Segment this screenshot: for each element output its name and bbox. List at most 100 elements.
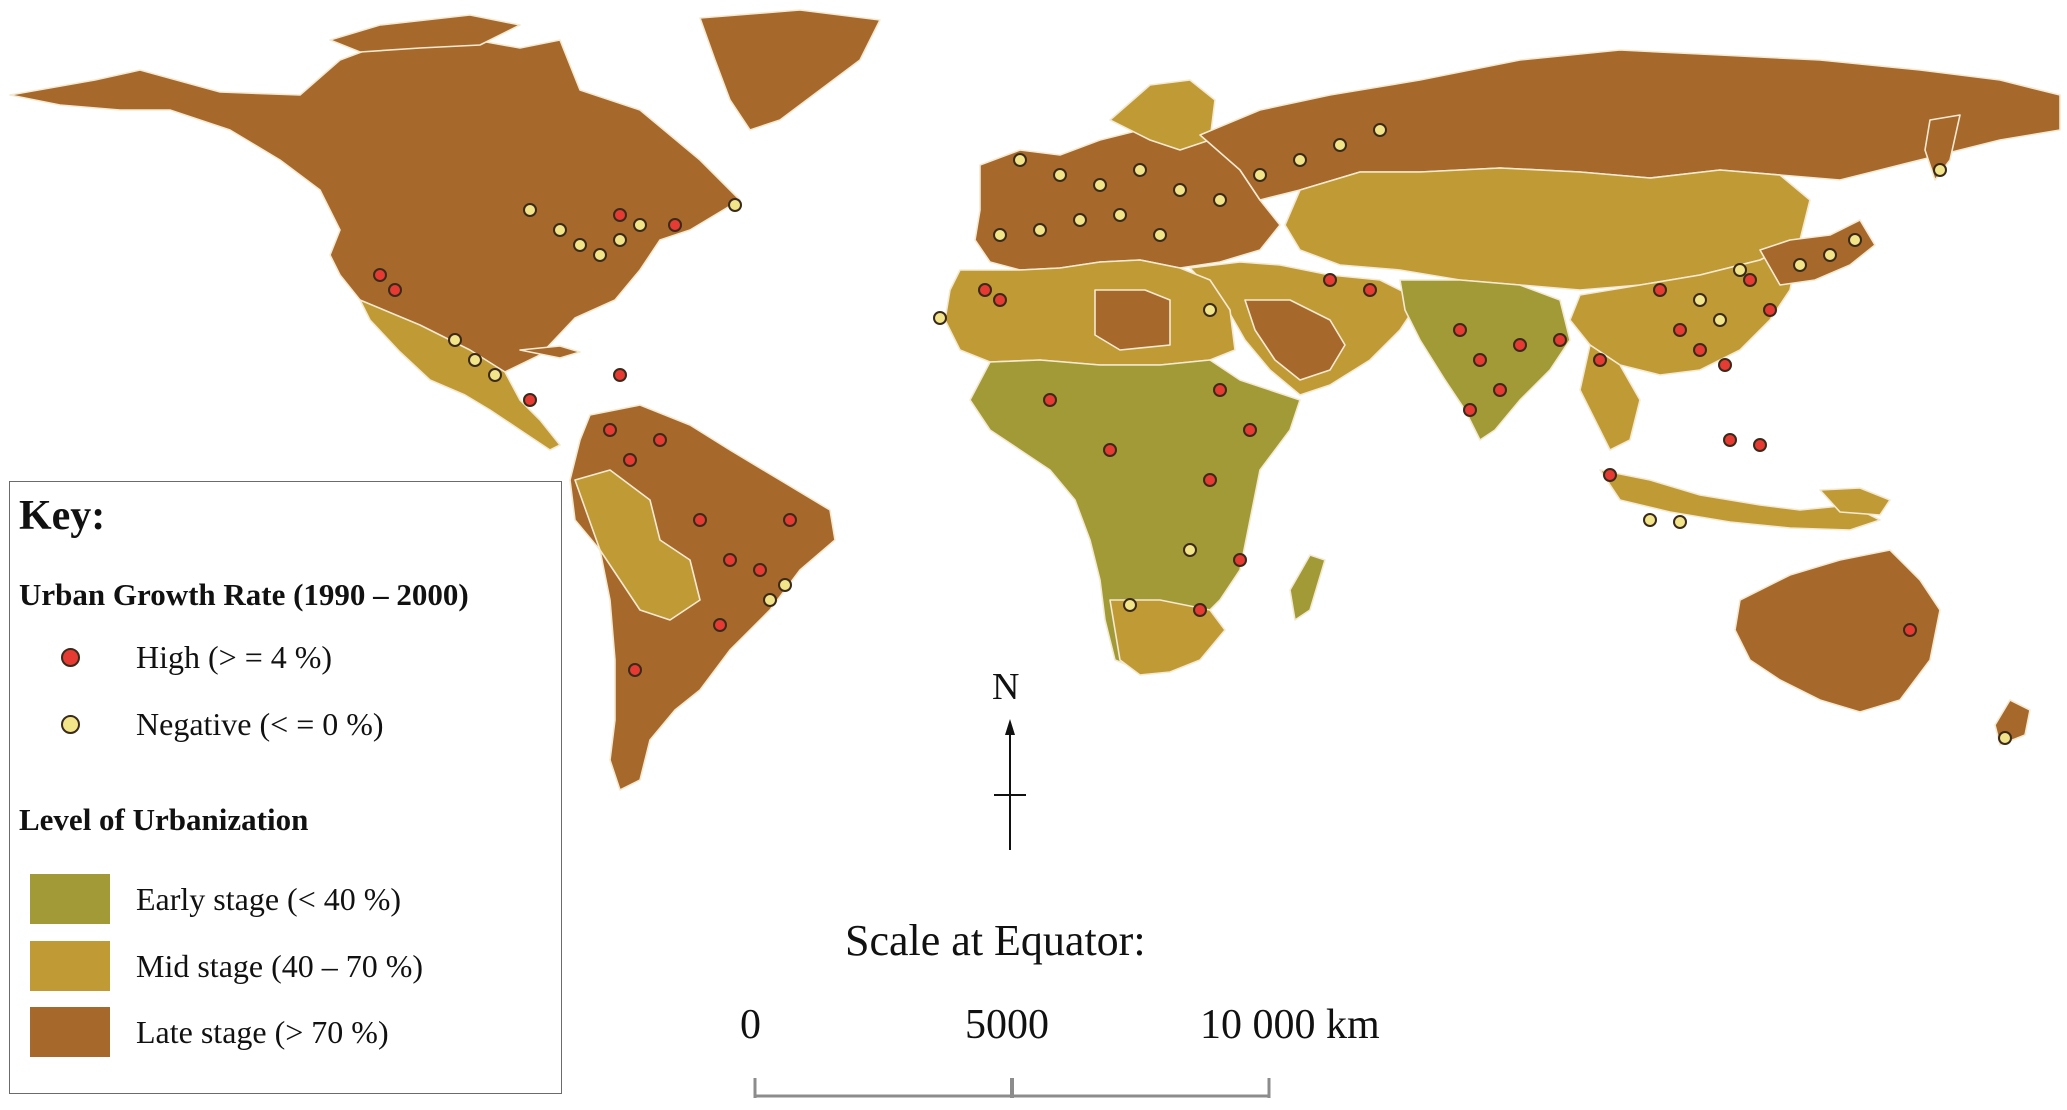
southeast-asia	[1579, 344, 1641, 451]
scale-bar: Scale at Equator: 0 5000 10 000 km	[740, 915, 1440, 1105]
legend-item-negative: Negative (< = 0 %)	[30, 699, 384, 749]
marker-high	[603, 423, 617, 437]
marker-negative	[1793, 258, 1807, 272]
marker-high	[1743, 273, 1757, 287]
marker-negative	[1113, 208, 1127, 222]
marker-negative	[1133, 163, 1147, 177]
marker-negative	[468, 353, 482, 367]
marker-negative	[553, 223, 567, 237]
marker-high	[1453, 323, 1467, 337]
marker-negative	[1293, 153, 1307, 167]
southern-africa	[1109, 599, 1226, 676]
marker-high	[1473, 353, 1487, 367]
marker-high	[373, 268, 387, 282]
marker-negative	[728, 198, 742, 212]
marker-high	[783, 513, 797, 527]
marker-negative	[1823, 248, 1837, 262]
marker-high	[1513, 338, 1527, 352]
marker-high	[388, 283, 402, 297]
marker-high	[1323, 273, 1337, 287]
greenland	[699, 9, 881, 131]
marker-high	[1723, 433, 1737, 447]
korea-japan	[1759, 219, 1876, 286]
marker-negative	[1673, 515, 1687, 529]
south-america-mid-region	[574, 469, 701, 621]
marker-high	[753, 563, 767, 577]
scale-tick-label: 10 000 km	[1200, 1002, 1380, 1048]
marker-negative	[1373, 123, 1387, 137]
marker-negative	[1093, 178, 1107, 192]
negative-marker-icon	[60, 714, 80, 734]
growth-rate-title: Urban Growth Rate (1990 – 2000)	[19, 577, 469, 612]
marker-negative	[1053, 168, 1067, 182]
marker-high	[1043, 393, 1057, 407]
legend-item-high: High (> = 4 %)	[30, 632, 332, 682]
marker-negative	[778, 578, 792, 592]
marker-high	[1693, 343, 1707, 357]
indonesia	[1599, 469, 1881, 531]
marker-negative	[1733, 263, 1747, 277]
marker-negative	[1333, 138, 1347, 152]
marker-negative	[1183, 543, 1197, 557]
marker-negative	[573, 238, 587, 252]
scale-tick-label: 0	[740, 1002, 761, 1048]
marker-negative	[523, 203, 537, 217]
north-africa	[944, 259, 1236, 366]
marker-high	[1193, 603, 1207, 617]
marker-negative	[448, 333, 462, 347]
mexico	[359, 299, 561, 451]
marker-negative	[1253, 168, 1267, 182]
marker-high	[1763, 303, 1777, 317]
marker-high	[628, 663, 642, 677]
marker-high	[1103, 443, 1117, 457]
marker-negative	[488, 368, 502, 382]
marker-high	[993, 293, 1007, 307]
madagascar	[1289, 554, 1326, 621]
marker-negative	[1013, 153, 1027, 167]
marker-high	[1493, 383, 1507, 397]
marker-negative	[1073, 213, 1087, 227]
legend-item-late-stage: Late stage (> 70 %)	[30, 1007, 389, 1057]
papua	[1819, 487, 1891, 516]
legend-item-label: Late stage (> 70 %)	[136, 1013, 389, 1050]
marker-high	[523, 393, 537, 407]
marker-high	[978, 283, 992, 297]
marker-high	[653, 433, 667, 447]
marker-negative	[763, 593, 777, 607]
marker-high	[623, 453, 637, 467]
scale-bar-line	[753, 1078, 1271, 1098]
marker-high	[693, 513, 707, 527]
legend-item-label: Mid stage (40 – 70 %)	[136, 947, 424, 984]
marker-high	[668, 218, 682, 232]
marker-negative	[1203, 303, 1217, 317]
high-marker-icon	[60, 647, 80, 667]
marker-negative	[933, 311, 947, 325]
marker-high	[1593, 353, 1607, 367]
south-america-landmass	[569, 404, 836, 791]
marker-high	[1718, 358, 1732, 372]
marker-negative	[1123, 598, 1137, 612]
marker-high	[723, 553, 737, 567]
libya	[1094, 289, 1171, 351]
marker-high	[1903, 623, 1917, 637]
mid-stage-swatch	[30, 941, 110, 991]
legend: Key: Urban Growth Rate (1990 – 2000) Hig…	[9, 481, 562, 1094]
marker-high	[1753, 438, 1767, 452]
arabia	[1244, 299, 1346, 381]
marker-high	[613, 368, 627, 382]
marker-negative	[1933, 163, 1947, 177]
legend-item-early-stage: Early stage (< 40 %)	[30, 874, 401, 924]
north-arrow-icon	[994, 719, 1026, 850]
marker-negative	[1153, 228, 1167, 242]
city-markers	[373, 123, 2012, 745]
marker-high	[1553, 333, 1567, 347]
marker-high	[1233, 553, 1247, 567]
legend-item-mid-stage: Mid stage (40 – 70 %)	[30, 941, 423, 991]
arctic-islands	[329, 14, 521, 53]
marker-high	[1203, 473, 1217, 487]
north-label: N	[992, 666, 1020, 708]
marker-high	[1673, 323, 1687, 337]
scale-tick-label: 5000	[965, 1002, 1049, 1048]
